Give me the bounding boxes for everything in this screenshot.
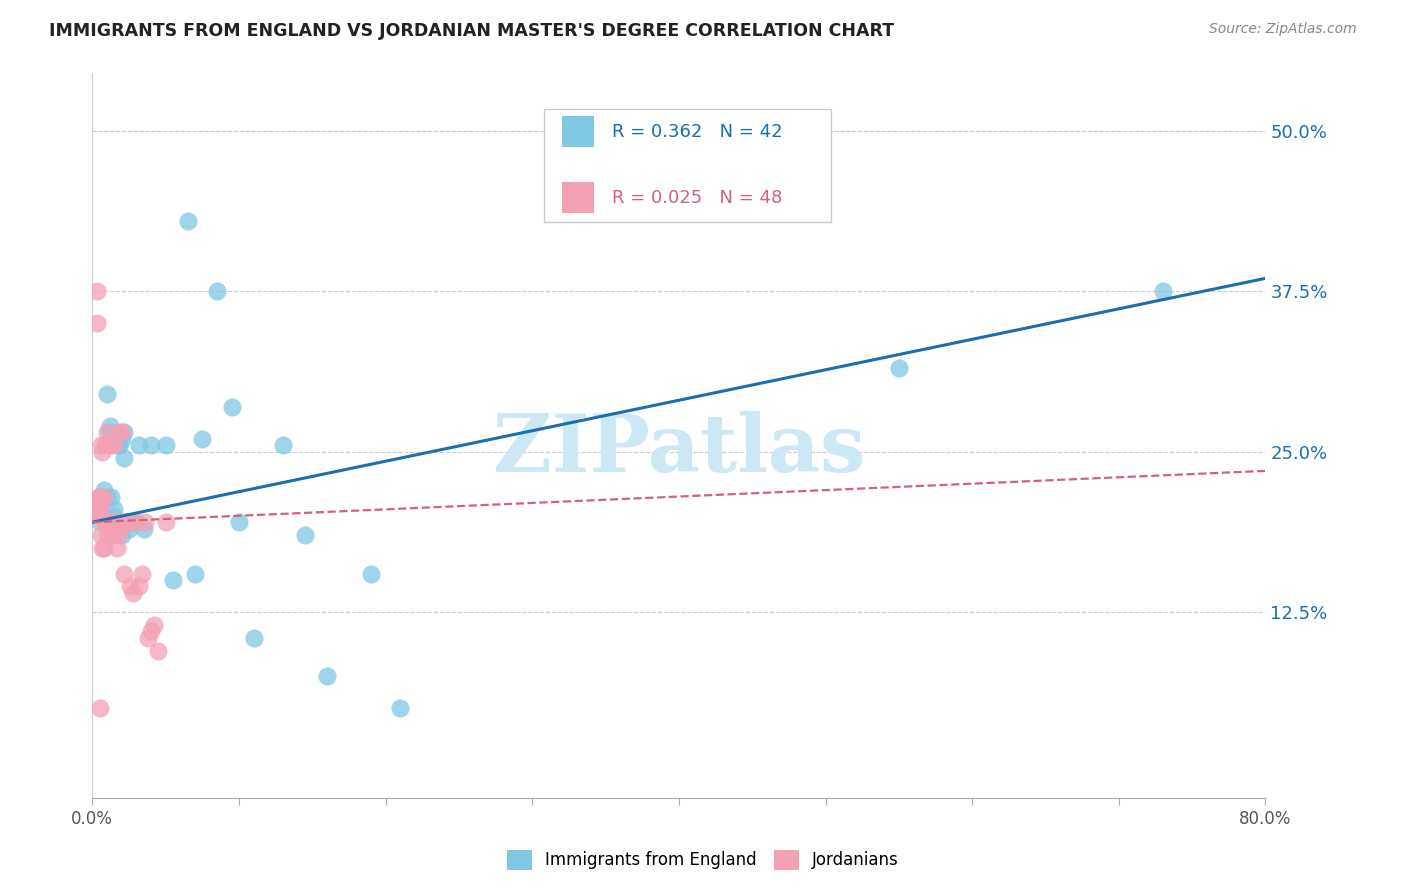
Immigrants from England [101, 508, 124, 523]
Text: Source: ZipAtlas.com: Source: ZipAtlas.com [1209, 22, 1357, 37]
Jordanians [103, 528, 125, 542]
Jordanians [93, 490, 115, 504]
Immigrants from England [110, 528, 132, 542]
Jordanians [93, 541, 115, 555]
Jordanians [103, 438, 125, 452]
Text: R = 0.362   N = 42: R = 0.362 N = 42 [612, 123, 783, 141]
Jordanians [104, 515, 127, 529]
Immigrants from England [228, 515, 250, 529]
Jordanians [107, 425, 129, 440]
Jordanians [96, 425, 118, 440]
Jordanians [111, 515, 134, 529]
Jordanians [90, 438, 112, 452]
Immigrants from England [98, 425, 121, 440]
Jordanians [98, 515, 121, 529]
Jordanians [131, 566, 153, 581]
Jordanians [128, 579, 150, 593]
Immigrants from England [125, 515, 148, 529]
Immigrants from England [139, 438, 162, 452]
Jordanians [101, 515, 124, 529]
Immigrants from England [221, 400, 243, 414]
Immigrants from England [360, 566, 382, 581]
Immigrants from England [205, 284, 228, 298]
Immigrants from England [107, 438, 129, 452]
Immigrants from England [887, 361, 910, 376]
Immigrants from England [242, 631, 264, 645]
Jordanians [89, 701, 111, 715]
Immigrants from England [122, 515, 145, 529]
Jordanians [89, 508, 111, 523]
Jordanians [94, 515, 117, 529]
Immigrants from England [89, 515, 111, 529]
FancyBboxPatch shape [561, 117, 595, 147]
Jordanians [97, 528, 120, 542]
Jordanians [142, 618, 165, 632]
Jordanians [91, 444, 114, 458]
FancyBboxPatch shape [544, 109, 831, 221]
Immigrants from England [110, 432, 132, 446]
Immigrants from England [128, 438, 150, 452]
Jordanians [91, 541, 114, 555]
Immigrants from England [176, 213, 198, 227]
Jordanians [114, 566, 136, 581]
Immigrants from England [191, 432, 214, 446]
Immigrants from England [1152, 284, 1174, 298]
Immigrants from England [114, 425, 136, 440]
Jordanians [98, 438, 121, 452]
Text: R = 0.025   N = 48: R = 0.025 N = 48 [612, 189, 782, 207]
Immigrants from England [162, 573, 184, 587]
Jordanians [120, 579, 142, 593]
Immigrants from England [103, 502, 125, 516]
Immigrants from England [118, 522, 141, 536]
Jordanians [115, 515, 138, 529]
Jordanians [86, 284, 108, 298]
Immigrants from England [155, 438, 177, 452]
Jordanians [148, 643, 170, 657]
Immigrants from England [294, 528, 316, 542]
Jordanians [139, 624, 162, 639]
Jordanians [136, 631, 159, 645]
Immigrants from England [98, 419, 121, 434]
Immigrants from England [103, 515, 125, 529]
Jordanians [134, 515, 156, 529]
Immigrants from England [89, 502, 111, 516]
Jordanians [87, 508, 110, 523]
Jordanians [100, 515, 122, 529]
Jordanians [86, 316, 108, 330]
Immigrants from England [114, 450, 136, 465]
Jordanians [125, 515, 148, 529]
Immigrants from England [96, 490, 118, 504]
Immigrants from England [89, 490, 111, 504]
Jordanians [108, 515, 131, 529]
Jordanians [96, 515, 118, 529]
Jordanians [90, 528, 112, 542]
Text: ZIPatlas: ZIPatlas [492, 411, 865, 489]
Jordanians [89, 502, 111, 516]
Jordanians [89, 496, 111, 510]
Jordanians [118, 515, 141, 529]
FancyBboxPatch shape [561, 183, 595, 213]
Immigrants from England [96, 387, 118, 401]
Text: IMMIGRANTS FROM ENGLAND VS JORDANIAN MASTER'S DEGREE CORRELATION CHART: IMMIGRANTS FROM ENGLAND VS JORDANIAN MAS… [49, 22, 894, 40]
Jordanians [87, 490, 110, 504]
Jordanians [94, 438, 117, 452]
Jordanians [87, 496, 110, 510]
Immigrants from England [107, 438, 129, 452]
Immigrants from England [100, 490, 122, 504]
Immigrants from England [118, 515, 141, 529]
Jordanians [89, 490, 111, 504]
Immigrants from England [184, 566, 207, 581]
Immigrants from England [315, 669, 337, 683]
Jordanians [110, 425, 132, 440]
Immigrants from England [389, 701, 412, 715]
Immigrants from England [93, 483, 115, 497]
Legend: Immigrants from England, Jordanians: Immigrants from England, Jordanians [501, 843, 905, 877]
Jordanians [107, 528, 129, 542]
Immigrants from England [132, 522, 155, 536]
Jordanians [122, 586, 145, 600]
Jordanians [155, 515, 177, 529]
Jordanians [105, 541, 128, 555]
Immigrants from England [104, 515, 127, 529]
Immigrants from England [271, 438, 294, 452]
